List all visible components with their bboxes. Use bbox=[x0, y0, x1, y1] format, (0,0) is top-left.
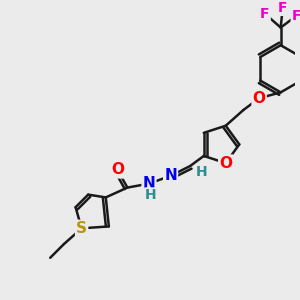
Text: H: H bbox=[196, 165, 208, 179]
Text: O: O bbox=[219, 156, 232, 171]
Text: N: N bbox=[164, 168, 177, 183]
Text: F: F bbox=[260, 7, 270, 21]
Text: H: H bbox=[145, 188, 157, 203]
Text: O: O bbox=[253, 91, 266, 106]
Text: N: N bbox=[142, 176, 155, 191]
Text: O: O bbox=[111, 162, 124, 177]
Text: F: F bbox=[292, 9, 300, 23]
Text: F: F bbox=[278, 1, 287, 15]
Text: S: S bbox=[76, 221, 87, 236]
